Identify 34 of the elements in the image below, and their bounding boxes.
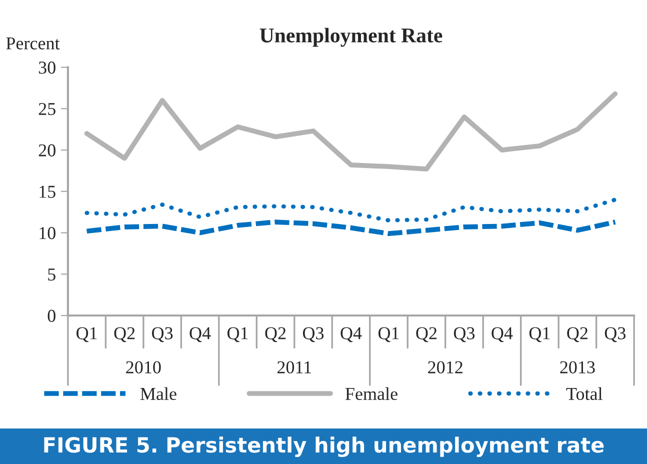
y-tick-label: 20 bbox=[38, 144, 56, 156]
x-tick-label: Q2 bbox=[567, 327, 588, 342]
caption: FIGURE 5. Persistently high unemployment rate bbox=[44, 436, 604, 457]
legend-label: Male bbox=[140, 387, 176, 400]
text: 2012 bbox=[428, 361, 462, 374]
x-tick-label: Q1 bbox=[378, 327, 399, 342]
x-tick-label: Q3 bbox=[302, 327, 324, 342]
y-tick-label: 25 bbox=[38, 102, 56, 116]
x-tick-label: Q3 bbox=[604, 327, 626, 342]
x-tick-label: Q1 bbox=[227, 327, 248, 342]
chart-title: Unemployment Rate bbox=[260, 28, 442, 47]
legend-label: Total bbox=[566, 387, 602, 400]
x-tick-label: Q1 bbox=[529, 327, 550, 342]
x-tick-label: Q2 bbox=[265, 327, 286, 342]
x-tick-label: Q3 bbox=[152, 327, 173, 342]
y-tick-label: 0 bbox=[48, 310, 56, 322]
x-tick-label: Q3 bbox=[454, 327, 475, 342]
x-tick-label: Q1 bbox=[76, 327, 97, 342]
line-series bbox=[84, 198, 618, 222]
y-tick-label: 10 bbox=[40, 227, 56, 240]
x-tick-label: Q4 bbox=[492, 327, 513, 342]
x-tick-label: Q2 bbox=[114, 327, 135, 342]
x-tick-label: Q4 bbox=[190, 327, 211, 342]
y-axis-title: Percent bbox=[6, 37, 60, 50]
x-tick-label: Q4 bbox=[340, 327, 362, 342]
text: 2013 bbox=[560, 361, 595, 374]
y-tick-label: 5 bbox=[48, 268, 56, 281]
legend-label: Female bbox=[345, 387, 398, 400]
x-tick-label: Q2 bbox=[416, 327, 437, 342]
line-series bbox=[84, 91, 618, 172]
y-tick-label: 15 bbox=[40, 186, 56, 198]
text: 2010 bbox=[126, 361, 161, 374]
y-tick-label: 30 bbox=[38, 62, 56, 74]
text: 2011 bbox=[277, 361, 312, 374]
